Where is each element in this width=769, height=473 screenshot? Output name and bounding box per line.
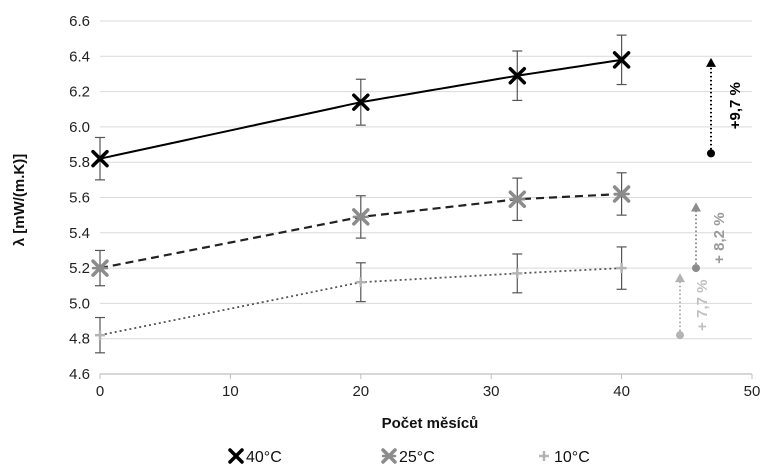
y-tick-label: 6.0 (69, 119, 90, 136)
data-point (508, 190, 527, 209)
axes (99, 373, 753, 379)
series-0 (91, 34, 631, 181)
change-label: + 7,7 % (694, 280, 711, 331)
data-point (355, 277, 366, 288)
legend-label: 40°C (246, 449, 282, 466)
x-tick-label: 30 (483, 383, 500, 400)
gridlines (100, 20, 752, 340)
y-axis-label: λ [mW/(m.K)] (11, 154, 28, 247)
y-tick-label: 4.8 (69, 331, 90, 348)
legend-label: 25°C (399, 449, 435, 466)
x-axis-label: Počet měsíců (382, 415, 479, 432)
marker-stroke (508, 66, 527, 85)
data-point (612, 185, 631, 203)
data-point (91, 259, 109, 277)
y-tick-label: 6.4 (69, 48, 90, 65)
y-tick-label: 5.6 (69, 190, 90, 207)
legend-entry-2: 10°C (539, 449, 590, 466)
marker-stroke (91, 149, 109, 168)
data-point (508, 66, 527, 85)
series-1 (91, 172, 631, 287)
change-annotations: +9,7 % + 8,2 %+ 7,7 % (675, 57, 744, 340)
x-tick-label: 20 (352, 383, 369, 400)
y-tick-label: 6.2 (69, 84, 90, 101)
data-point (91, 149, 109, 168)
x-tick-label: 0 (96, 383, 104, 400)
legend: 40°C 25°C 10°C (228, 448, 590, 466)
change-annotation-1: + 8,2 % (691, 202, 728, 273)
y-tick-label: 5.2 (69, 260, 90, 277)
data-point (95, 330, 105, 341)
x-tick-label: 40 (613, 383, 630, 400)
legend-marker-icon (228, 448, 244, 464)
x-tick-label: 50 (744, 383, 761, 400)
legend-marker-icon (381, 448, 397, 464)
x-tick-labels: 0 10 20 30 40 50 (96, 383, 761, 400)
data-point (352, 93, 370, 111)
series-layer (91, 34, 631, 354)
data-point (616, 263, 627, 274)
arrow-icon (706, 57, 716, 67)
marker-stroke (228, 448, 244, 464)
change-annotation-0: +9,7 % (706, 57, 744, 158)
series-2 (95, 246, 627, 354)
arrow-icon (691, 202, 701, 212)
y-tick-labels: 4.6 4.8 5.0 5.2 5.4 5.6 5.8 6.0 6.2 6.4 6.6 (69, 13, 90, 383)
legend-entry-0: 40°C (228, 448, 282, 466)
data-point (352, 208, 370, 226)
marker-stroke (612, 51, 631, 69)
y-tick-label: 5.4 (69, 225, 90, 242)
change-label: +9,7 % (727, 82, 744, 129)
change-annotation-2: + 7,7 % (675, 273, 711, 340)
y-tick-label: 5.0 (69, 295, 90, 312)
y-tick-label: 6.6 (69, 13, 90, 30)
data-point (612, 51, 631, 69)
legend-label: 10°C (554, 449, 590, 466)
y-tick-label: 4.6 (69, 366, 90, 383)
marker-stroke (352, 93, 370, 111)
x-tick-label: 10 (222, 383, 239, 400)
legend-marker-icon (539, 451, 549, 461)
data-point (512, 268, 523, 279)
y-tick-label: 5.8 (69, 154, 90, 171)
change-label: + 8,2 % (711, 212, 728, 263)
legend-entry-1: 25°C (381, 448, 435, 466)
arrow-icon (675, 273, 685, 283)
